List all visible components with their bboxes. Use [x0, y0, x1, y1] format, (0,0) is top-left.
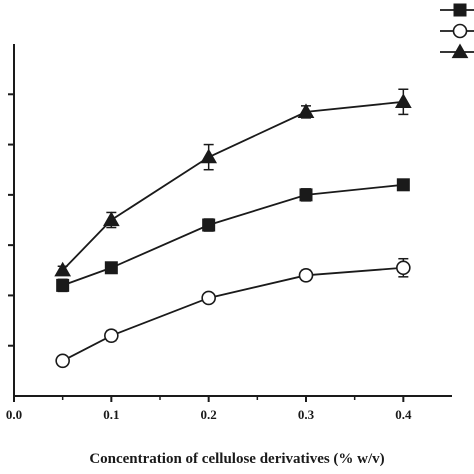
data-point: [394, 93, 412, 108]
x-tick-label: 0.1: [103, 407, 119, 422]
axes: 0.0 0.1 0.2 0.3 0.4: [6, 44, 452, 422]
series-3: [54, 88, 412, 277]
plot-area: [54, 88, 412, 369]
data-point: [396, 178, 410, 192]
data-point: [104, 261, 118, 275]
data-point: [200, 148, 218, 164]
x-axis-title: Concentration of cellulose derivatives (…: [89, 451, 384, 467]
data-point: [201, 290, 216, 306]
x-tick-label: 0.4: [395, 407, 412, 422]
data-point: [396, 260, 411, 276]
data-point: [56, 278, 70, 292]
data-point: [54, 261, 72, 277]
legend: [440, 3, 474, 59]
series-line: [62, 100, 404, 271]
legend-marker: [451, 43, 469, 59]
x-tick-label: 0.0: [6, 407, 22, 422]
series-2: [55, 257, 411, 369]
x-tick-label: 0.2: [201, 407, 217, 422]
data-point: [298, 268, 314, 283]
series-line: [62, 266, 404, 362]
legend-marker: [453, 3, 467, 17]
data-point: [299, 188, 313, 202]
data-point: [202, 218, 216, 232]
x-tick-label: 0.3: [298, 407, 315, 422]
legend-marker: [452, 23, 468, 39]
legend-entry-3: [440, 43, 474, 59]
data-point: [104, 328, 119, 343]
legend-entry-2: [440, 23, 474, 39]
data-point: [55, 353, 70, 369]
data-point: [102, 211, 120, 227]
legend-entry-1: [440, 3, 474, 17]
series-1: [56, 178, 410, 293]
data-point: [297, 103, 315, 119]
